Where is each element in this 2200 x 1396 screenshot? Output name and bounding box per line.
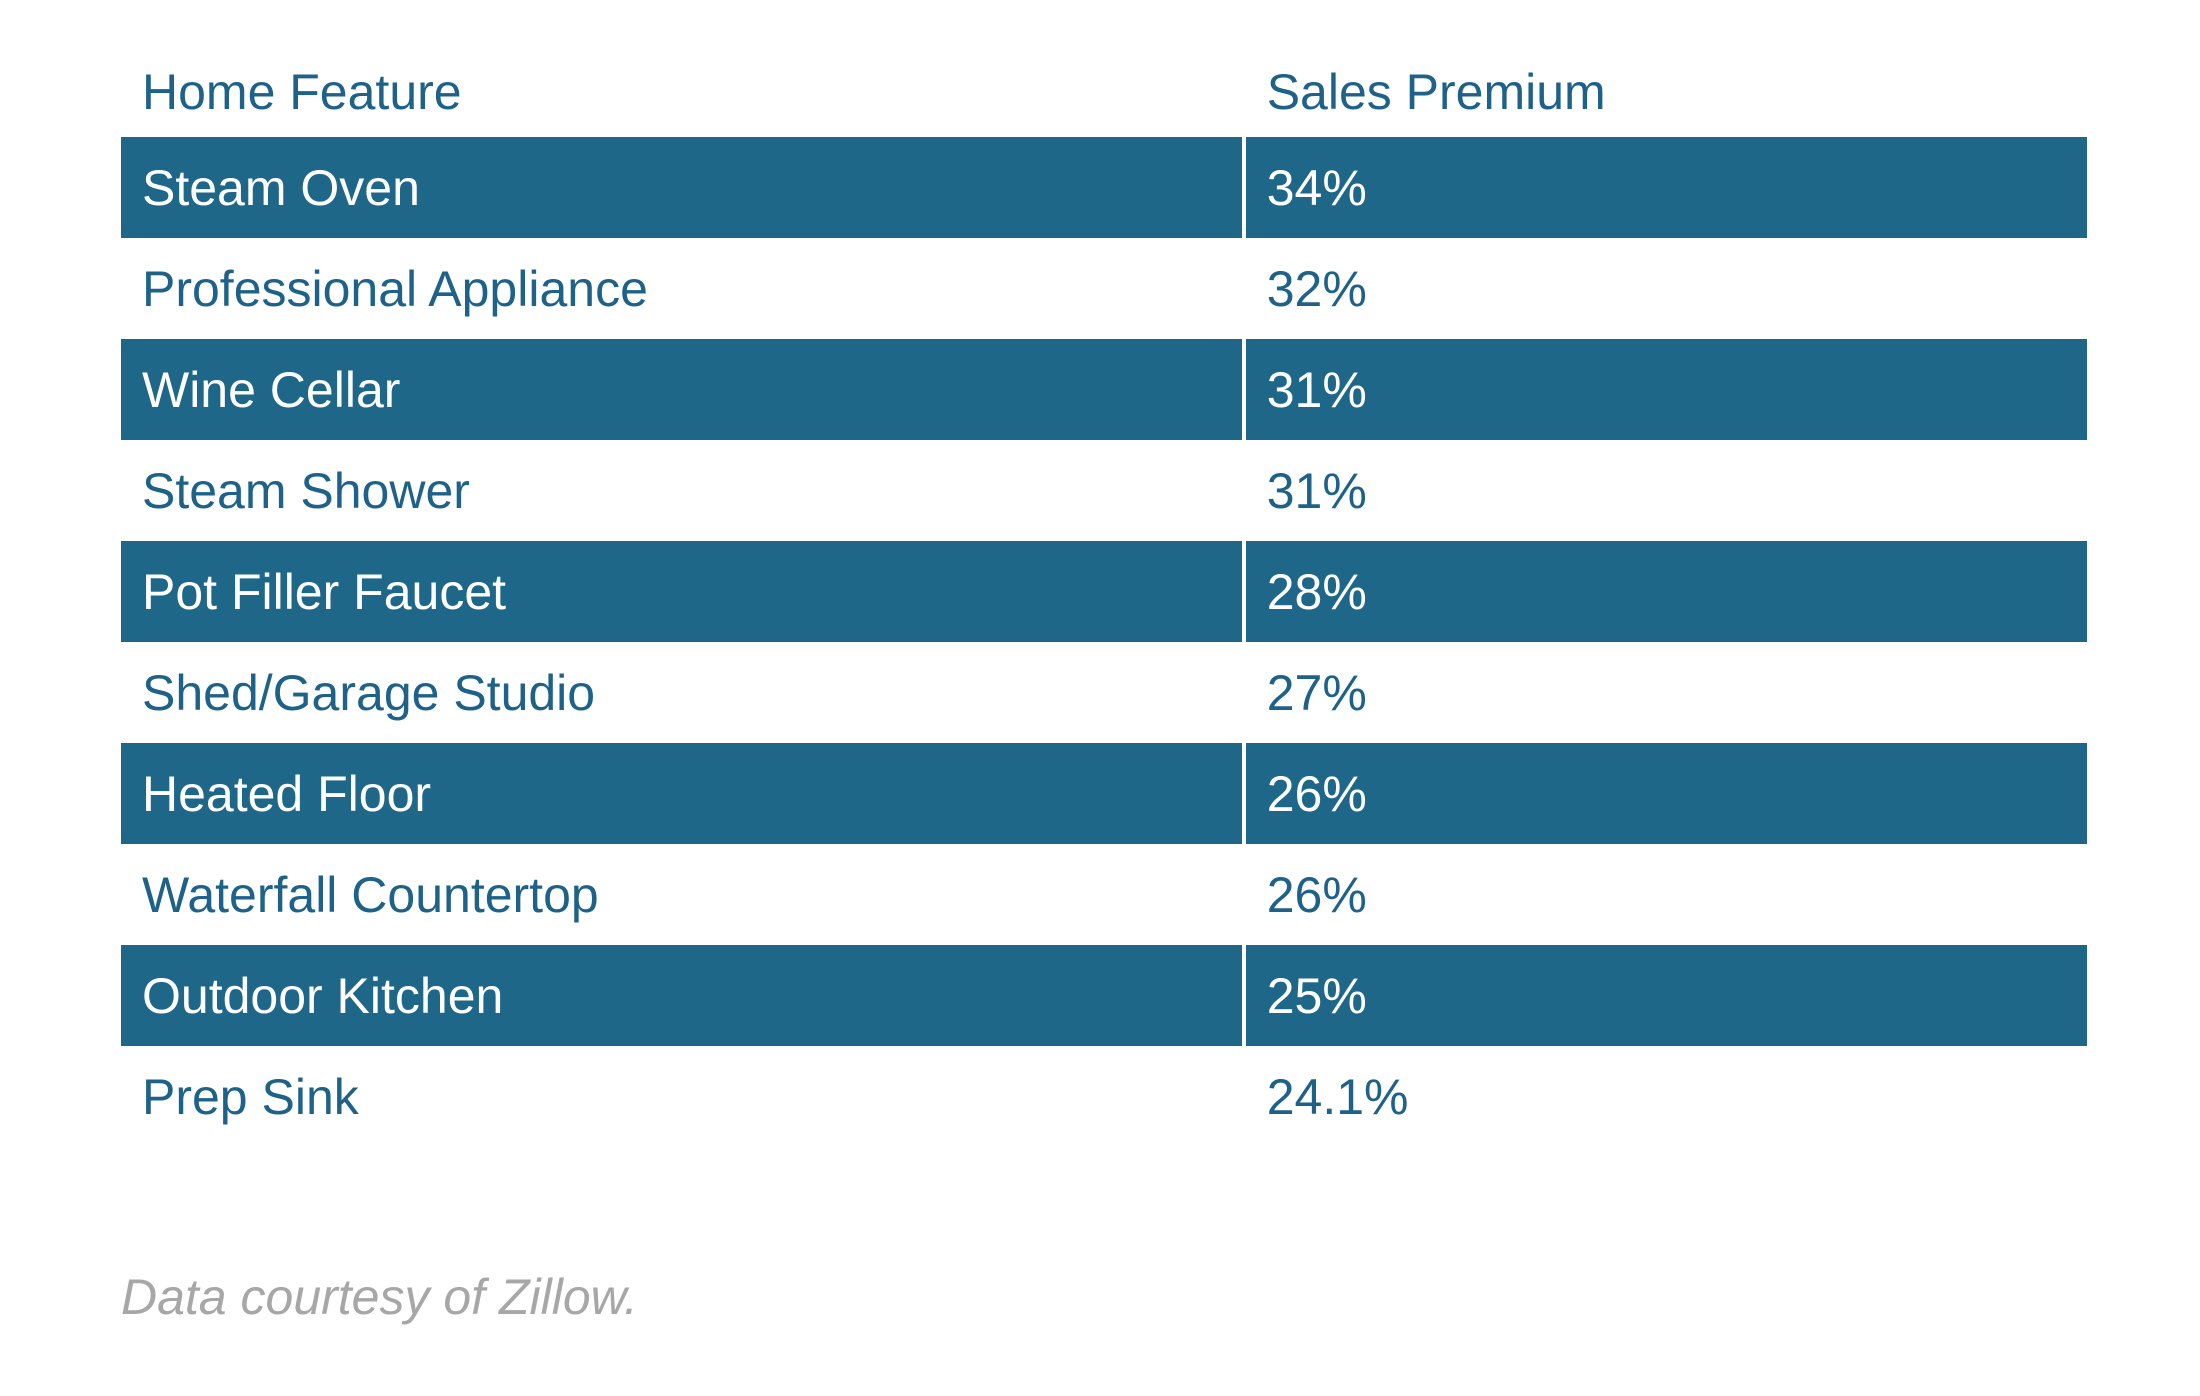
table-body: Steam Oven 34% Professional Appliance 32% Wi… (121, 137, 2087, 1147)
table-header-row: Home Feature Sales Premium (121, 37, 2087, 137)
table-row: Heated Floor 26% (121, 743, 2087, 844)
table-row: Prep Sink 24.1% (121, 1046, 2087, 1147)
sales-premium-cell: 31% (1245, 339, 2087, 440)
table-row: Waterfall Countertop 26% (121, 844, 2087, 945)
sales-premium-cell: 34% (1245, 137, 2087, 238)
table-row: Wine Cellar 31% (121, 339, 2087, 440)
table-row: Steam Shower 31% (121, 440, 2087, 541)
home-feature-cell: Pot Filler Faucet (121, 541, 1242, 642)
home-feature-cell: Professional Appliance (142, 260, 648, 317)
home-feature-cell: Shed/Garage Studio (142, 664, 596, 721)
sales-premium-cell: 26% (1266, 866, 1367, 923)
sales-premium-cell: 26% (1245, 743, 2087, 844)
home-feature-cell: Wine Cellar (121, 339, 1242, 440)
table-row: Shed/Garage Studio 27% (121, 642, 2087, 743)
sales-premium-table: Home Feature Sales Premium Steam Oven 34%… (121, 37, 2087, 1147)
sales-premium-cell: 27% (1266, 664, 1367, 721)
source-footnote: Data courtesy of Zillow. (121, 1269, 638, 1325)
table-row: Professional Appliance 32% (121, 238, 2087, 339)
home-feature-cell: Steam Shower (142, 462, 470, 519)
home-feature-cell: Outdoor Kitchen (121, 945, 1242, 1046)
sales-premium-cell: 31% (1266, 462, 1367, 519)
table-row: Steam Oven 34% (121, 137, 2087, 238)
sales-premium-cell: 28% (1245, 541, 2087, 642)
column-header-sales-premium: Sales Premium (1266, 64, 1606, 120)
table-row: Outdoor Kitchen 25% (121, 945, 2087, 1046)
sales-premium-cell: 32% (1266, 260, 1367, 317)
home-feature-cell: Heated Floor (121, 743, 1242, 844)
home-feature-cell: Steam Oven (121, 137, 1242, 238)
home-feature-cell: Waterfall Countertop (142, 866, 599, 923)
home-feature-cell: Prep Sink (142, 1068, 359, 1125)
column-header-home-feature: Home Feature (142, 64, 462, 120)
sales-premium-cell: 25% (1245, 945, 2087, 1046)
table-row: Pot Filler Faucet 28% (121, 541, 2087, 642)
sales-premium-cell: 24.1% (1266, 1068, 1409, 1125)
